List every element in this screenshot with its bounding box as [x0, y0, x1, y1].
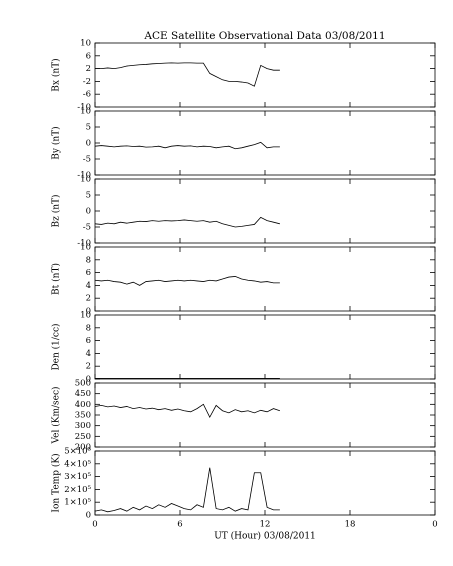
y-tick-label: 250 [75, 432, 91, 442]
y-tick-label: 0 [86, 139, 91, 149]
y-tick-label: 2 [86, 64, 91, 74]
x-tick-label: 0 [432, 520, 437, 530]
y-tick-label: 400 [75, 400, 91, 410]
y-tick-label: 10 [80, 311, 91, 321]
y-tick-label: 2 [86, 362, 91, 372]
chart-title: ACE Satellite Observational Data 03/08/2… [143, 30, 385, 42]
x-tick-label: 0 [92, 520, 97, 530]
panel-frame [94, 314, 436, 380]
y-tick-label: 500 [75, 379, 91, 389]
y-tick-label: 0 [86, 307, 91, 317]
y-tick-label: 4 [86, 281, 91, 291]
y-tick-label: 350 [75, 411, 91, 421]
data-line [94, 403, 281, 418]
y-axis-label: Vel (Km/sec) [51, 386, 62, 444]
data-line [95, 62, 280, 87]
y-tick-label: 3×10⁵ [64, 472, 91, 482]
panel-frame [94, 450, 436, 516]
y-tick-label: 6 [86, 51, 91, 61]
data-line [94, 141, 280, 150]
y-tick-label: 8 [86, 323, 91, 333]
panel-frame [94, 246, 436, 312]
y-tick-label: 2×10⁵ [64, 485, 91, 495]
y-tick-label: 300 [75, 421, 91, 431]
y-tick-label: -5 [83, 223, 91, 233]
y-tick-label: 450 [75, 389, 91, 399]
y-tick-label: 5×10⁵ [64, 447, 91, 457]
y-axis-label: Bz (nT) [51, 194, 62, 227]
y-tick-label: -6 [83, 90, 91, 100]
data-line [94, 467, 280, 513]
y-axis-label: Bt (nT) [51, 263, 62, 295]
panel-frame [94, 382, 436, 448]
data-line [94, 216, 280, 228]
y-axis-label: Ion Temp (K) [51, 453, 62, 512]
panel-frame [94, 178, 436, 244]
y-tick-label: 0 [86, 207, 91, 217]
y-tick-label: -2 [83, 77, 91, 87]
x-tick-label: 12 [260, 520, 271, 530]
y-tick-label: 10 [80, 39, 91, 49]
panel-frame [94, 110, 436, 176]
y-tick-label: 5 [86, 123, 91, 133]
y-tick-label: 0 [86, 375, 91, 385]
data-line [94, 276, 280, 286]
y-tick-label: -10 [77, 103, 91, 113]
y-tick-label: 0 [86, 511, 91, 521]
y-tick-label: 10 [80, 243, 91, 253]
y-tick-label: 8 [86, 255, 91, 265]
y-tick-label: 10 [80, 175, 91, 185]
y-tick-label: 4×10⁵ [64, 459, 91, 469]
y-tick-label: 6 [86, 336, 91, 346]
y-axis-label: Den (1/cc) [51, 323, 62, 370]
y-tick-label: 5 [86, 191, 91, 201]
y-tick-label: 2 [86, 294, 91, 304]
y-tick-label: 4 [86, 349, 91, 359]
y-tick-label: 1×10⁵ [64, 498, 91, 508]
y-tick-label: 200 [75, 443, 91, 453]
y-tick-label: 10 [80, 107, 91, 117]
y-tick-label: -10 [77, 171, 91, 181]
y-axis-label: By (nT) [51, 126, 62, 159]
y-tick-label: -10 [77, 239, 91, 249]
x-tick-label: 6 [177, 520, 182, 530]
panel-frame [94, 42, 436, 108]
y-axis-label: Bx (nT) [51, 58, 62, 91]
y-tick-label: 6 [86, 268, 91, 278]
x-tick-label: 18 [345, 520, 356, 530]
y-tick-label: -5 [83, 155, 91, 165]
x-axis-label: UT (Hour) 03/08/2011 [214, 531, 316, 542]
